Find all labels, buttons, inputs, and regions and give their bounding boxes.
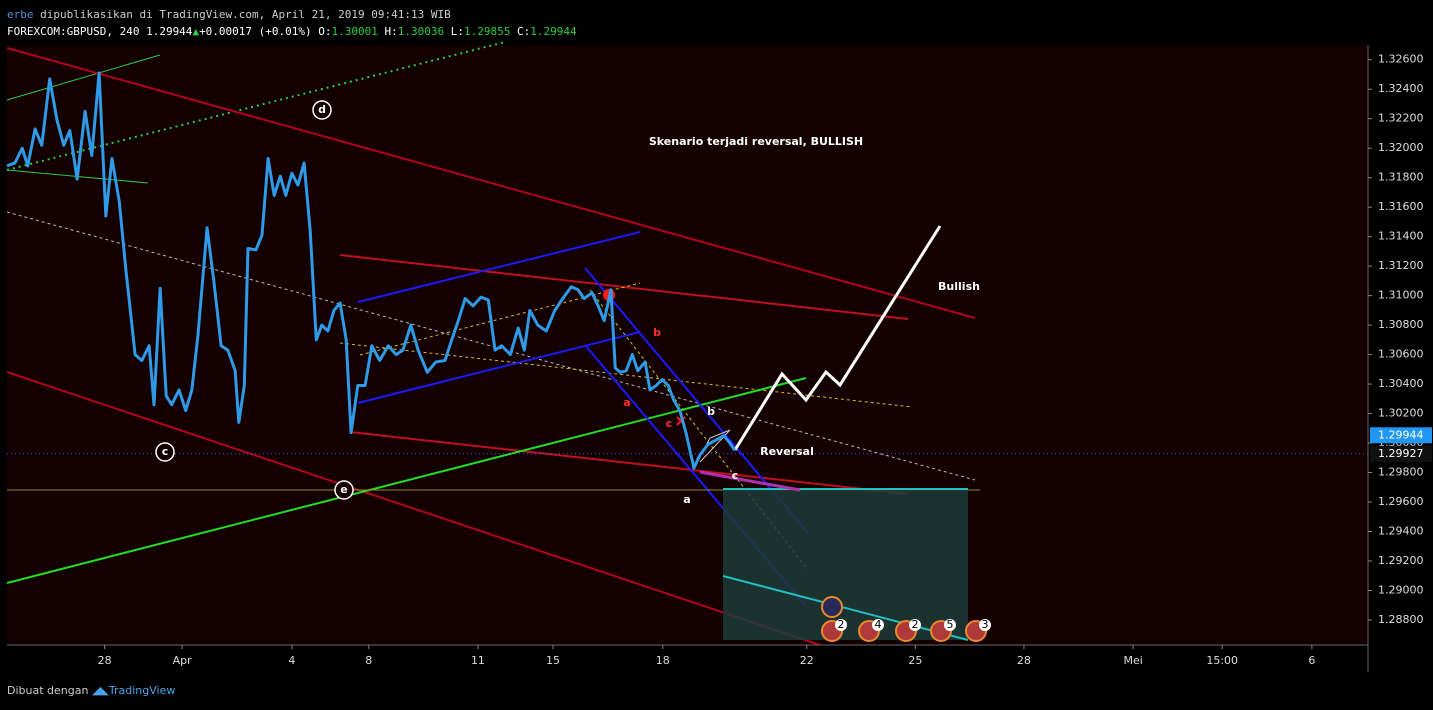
annotation: Skenario terjadi reversal, BULLISH: [649, 135, 863, 148]
x-tick-label: Apr: [173, 654, 193, 667]
y-tick-label: 1.32200: [1378, 112, 1424, 125]
y-tick-label: 1.31000: [1378, 289, 1424, 302]
wave-label: a: [683, 493, 690, 506]
y-tick-label: 1.32600: [1378, 53, 1424, 66]
y-tick-label: 1.30400: [1378, 377, 1424, 390]
y-tick-label: 1.28800: [1378, 613, 1424, 626]
symbol: FOREXCOM:GBPUSD, 240 1.29944: [7, 25, 193, 38]
y-tick-label: 1.29200: [1378, 554, 1424, 567]
wave-label: c: [732, 469, 739, 482]
wave-label: d: [318, 103, 326, 116]
ohlc-value: 1.30036: [397, 25, 445, 38]
price-box: [1370, 445, 1432, 462]
ohlc-value: 1.29855: [464, 25, 511, 38]
projection: [733, 225, 942, 451]
x-tick-label: 15: [546, 654, 560, 667]
trendline: [6, 47, 976, 319]
event-count: 2: [912, 618, 919, 631]
x-tick-label: 25: [908, 654, 922, 667]
x-tick-label: 4: [288, 654, 295, 667]
header: erbe dipublikasikan di TradingView.com, …: [7, 8, 577, 38]
wave-circle: [334, 480, 354, 500]
event-count: 2: [838, 618, 845, 631]
wave-circle: [312, 100, 332, 120]
x-tick-label: 22: [800, 654, 814, 667]
plot-bg: [7, 45, 1368, 645]
y-tick-label: 1.32400: [1378, 82, 1424, 95]
y-tick-label: 1.29800: [1378, 466, 1424, 479]
x-tick-label: 28: [1017, 654, 1031, 667]
y-tick-label: 1.30600: [1378, 348, 1424, 361]
y-tick-label: 1.31800: [1378, 171, 1424, 184]
event-count-bg: [835, 619, 847, 631]
author: erbe: [7, 8, 34, 21]
published: dipublikasikan di TradingView.com, April…: [40, 8, 451, 21]
trendline: [6, 377, 807, 584]
channel: [357, 231, 641, 303]
price-label: 1.29944: [1378, 428, 1424, 441]
event-count-bg: [944, 619, 956, 631]
price-box: [1370, 427, 1432, 444]
event-count-bg: [909, 619, 921, 631]
trendline: [699, 470, 801, 492]
event-count-bg: [979, 619, 991, 631]
ohlc: O:1.30001 H:1.30036 L:1.29855 C:1.29944: [318, 25, 576, 38]
x-tick-label: Mei: [1123, 654, 1142, 667]
trendline: [349, 431, 909, 495]
event-count: 4: [875, 618, 882, 631]
x-tick-label: 15:00: [1206, 654, 1238, 667]
wave-label: c: [666, 417, 673, 430]
y-tick-label: 1.31200: [1378, 259, 1424, 272]
ohlc-label: L:: [450, 25, 464, 38]
ohlc-value: 1.30001: [331, 25, 378, 38]
wave-label: c: [162, 445, 169, 458]
ohlc-label: O:: [318, 25, 332, 38]
y-tick-label: 1.29000: [1378, 583, 1424, 596]
y-tick-label: 1.32000: [1378, 141, 1424, 154]
trendline: [6, 54, 161, 101]
x-tick-label: 8: [365, 654, 372, 667]
channel: [357, 331, 641, 404]
made-with: Dibuat dengan: [7, 684, 89, 697]
y-tick-label: 1.30800: [1378, 318, 1424, 331]
y-tick-label: 1.29600: [1378, 495, 1424, 508]
price-line: [6, 71, 737, 470]
x-tick-label: 28: [98, 654, 112, 667]
brand: TradingView: [108, 684, 176, 697]
change: +0.00017 (+0.01%): [199, 25, 312, 38]
wave-label: e: [340, 483, 347, 496]
annotation: Bullish: [938, 280, 980, 293]
footer: Dibuat dengan ◢◣TradingView: [7, 684, 176, 697]
wave-circle: [155, 442, 175, 462]
trendline: [6, 371, 821, 646]
price-label: 1.29927: [1378, 447, 1424, 460]
x-tick-label: 6: [1308, 654, 1315, 667]
x-tick-label: 11: [471, 654, 485, 667]
zone: [723, 489, 968, 640]
zone-edge: [722, 575, 969, 641]
y-tick-label: 1.29400: [1378, 524, 1424, 537]
event-count: 5: [947, 618, 954, 631]
x-tick-label: 18: [656, 654, 670, 667]
ohlc-value: 1.29944: [530, 25, 577, 38]
wave-label: b: [653, 326, 661, 339]
ohlc-label: H:: [384, 25, 398, 38]
wave-label: b: [707, 405, 715, 418]
event-count: 3: [982, 618, 989, 631]
event-count-bg: [872, 619, 884, 631]
annotation: Reversal: [760, 445, 814, 458]
y-tick-label: 1.30200: [1378, 407, 1424, 420]
wave-label: a: [623, 396, 630, 409]
y-tick-label: 1.31600: [1378, 200, 1424, 213]
event-icon: [821, 596, 843, 618]
ohlc-label: C:: [516, 25, 531, 38]
y-tick-label: 1.31400: [1378, 230, 1424, 243]
